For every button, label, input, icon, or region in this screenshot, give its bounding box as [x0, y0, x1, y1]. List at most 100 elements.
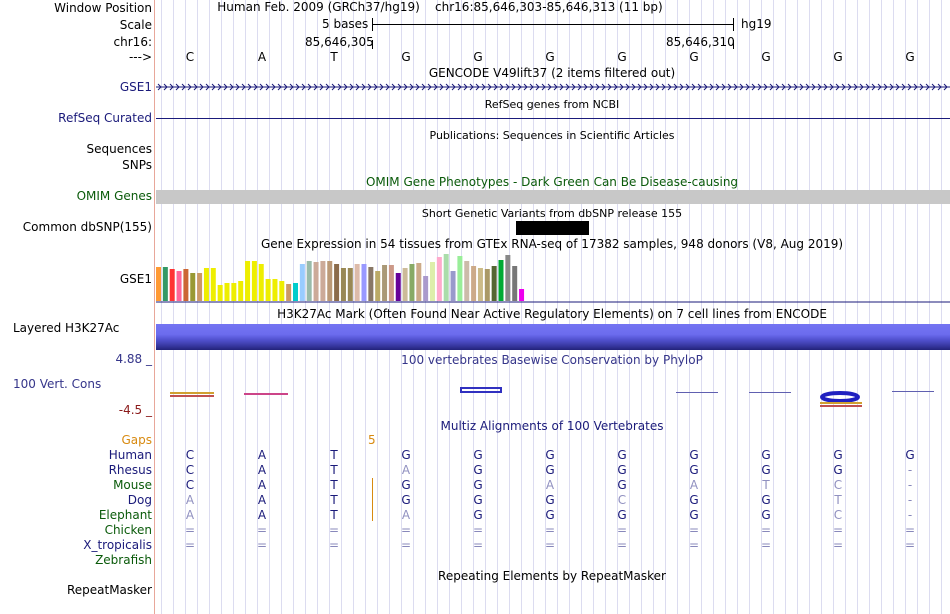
- strand-chevron: [205, 83, 210, 91]
- gtex-tissue-bar[interactable]: [519, 289, 525, 301]
- gtex-tissue-bar[interactable]: [313, 262, 319, 301]
- gtex-tissue-bar[interactable]: [347, 268, 353, 301]
- vert-cons-label[interactable]: 100 Vert. Cons: [13, 377, 102, 391]
- gtex-tissue-bar[interactable]: [388, 265, 394, 301]
- gtex-tissue-bar[interactable]: [477, 268, 483, 301]
- gtex-tissue-bar[interactable]: [354, 264, 360, 301]
- gtex-tissue-bar[interactable]: [484, 269, 490, 301]
- common-dbsnp-label[interactable]: Common dbSNP(155): [22, 220, 152, 234]
- gtex-tissue-bar[interactable]: [231, 283, 237, 301]
- strand-chevron: [247, 83, 252, 91]
- gaps-label: Gaps: [121, 433, 152, 447]
- gtex-tissue-bar[interactable]: [183, 269, 189, 301]
- gtex-tissue-bar[interactable]: [512, 266, 518, 301]
- gse1-gencode-label[interactable]: GSE1: [119, 80, 152, 94]
- gtex-tissue-bar[interactable]: [258, 264, 264, 301]
- gtex-tissue-bar[interactable]: [245, 261, 251, 301]
- gtex-tissue-bar[interactable]: [436, 257, 442, 301]
- aligned-base: G: [761, 493, 771, 507]
- gtex-tissue-bar[interactable]: [395, 273, 401, 301]
- gtex-tissue-bar[interactable]: [306, 261, 312, 301]
- sequences-label[interactable]: Sequences: [86, 142, 152, 156]
- gtex-tissue-bar[interactable]: [286, 284, 292, 301]
- strand-arrow-label: --->: [128, 50, 152, 64]
- repeatmasker-label[interactable]: RepeatMasker: [66, 583, 152, 597]
- gtex-tissue-bar[interactable]: [430, 262, 435, 301]
- gtex-tissue-bar[interactable]: [457, 256, 463, 301]
- strand-chevron: [643, 83, 648, 91]
- gtex-tissue-bar[interactable]: [169, 269, 175, 301]
- strand-chevron: [517, 83, 522, 91]
- layered-h3k27ac-label[interactable]: Layered H3K27Ac: [13, 321, 120, 335]
- gtex-tissue-bar[interactable]: [224, 283, 230, 301]
- dbsnp-variant-block[interactable]: [516, 221, 589, 235]
- strand-chevron: [307, 83, 312, 91]
- grid-line: [857, 0, 858, 614]
- gtex-tissue-bar[interactable]: [416, 263, 422, 301]
- h3k27ac-signal[interactable]: [156, 324, 950, 350]
- strand-chevron: [811, 83, 816, 91]
- gtex-tissue-bar[interactable]: [197, 273, 203, 301]
- publications-track-title: Publications: Sequences in Scientific Ar…: [429, 129, 675, 142]
- strand-chevron: [193, 83, 198, 91]
- gtex-tissue-bar[interactable]: [203, 268, 209, 301]
- gtex-tissue-bar[interactable]: [299, 264, 305, 301]
- gtex-tissue-bar[interactable]: [156, 267, 161, 301]
- gtex-tissue-bar[interactable]: [423, 276, 429, 301]
- strand-chevron: [169, 83, 174, 91]
- gtex-tissue-bar[interactable]: [402, 268, 408, 301]
- gtex-tissue-bar[interactable]: [491, 266, 497, 301]
- gtex-tissue-bar[interactable]: [162, 267, 168, 301]
- gtex-tissue-bar[interactable]: [464, 261, 470, 301]
- gtex-tissue-bar[interactable]: [382, 265, 388, 301]
- gtex-tissue-bar[interactable]: [176, 271, 182, 301]
- ref-base: G: [617, 50, 627, 64]
- gtex-tissue-bar[interactable]: [334, 264, 340, 301]
- gtex-tissue-bar[interactable]: [217, 285, 223, 301]
- gtex-tissue-bar[interactable]: [251, 261, 257, 301]
- gtex-tissue-bar[interactable]: [368, 267, 374, 301]
- gtex-expression-chart[interactable]: [156, 252, 950, 304]
- refseq-gene-line[interactable]: [156, 118, 950, 119]
- gtex-tissue-bar[interactable]: [190, 273, 196, 301]
- gtex-tissue-bar[interactable]: [293, 283, 298, 301]
- gtex-tissue-bar[interactable]: [272, 279, 278, 301]
- gtex-tissue-bar[interactable]: [498, 260, 504, 301]
- strand-chevron: [667, 83, 672, 91]
- refseq-curated-label[interactable]: RefSeq Curated: [58, 111, 152, 125]
- strand-chevron: [913, 83, 918, 91]
- gtex-tissue-bar[interactable]: [375, 271, 381, 301]
- grid-line: [521, 0, 522, 614]
- gtex-tissue-bar[interactable]: [327, 261, 333, 301]
- gtex-tissue-bar[interactable]: [471, 266, 477, 301]
- gtex-tissue-bar[interactable]: [409, 264, 415, 301]
- aligned-base: G: [617, 508, 627, 522]
- aligned-base: C: [833, 478, 843, 492]
- omim-phenotype-bar[interactable]: [156, 190, 950, 204]
- aligned-base: G: [617, 478, 627, 492]
- gtex-tissue-bar[interactable]: [340, 268, 346, 301]
- gse1-gene-model[interactable]: [156, 82, 950, 92]
- gtex-tissue-bar[interactable]: [450, 271, 456, 301]
- gtex-tissue-bar[interactable]: [210, 268, 216, 301]
- gtex-tissue-bar[interactable]: [320, 261, 326, 301]
- gap-count: 5: [368, 433, 376, 447]
- aligned-base: G: [401, 448, 411, 462]
- phylop-signal[interactable]: [156, 380, 950, 410]
- gtex-tissue-bar[interactable]: [279, 281, 285, 301]
- strand-chevron: [235, 83, 240, 91]
- gtex-tissue-bar[interactable]: [361, 264, 367, 301]
- refseq-track-title: RefSeq genes from NCBI: [484, 98, 620, 111]
- strand-chevron: [637, 83, 642, 91]
- gtex-tissue-bar[interactable]: [265, 279, 271, 301]
- species-label-elephant: Elephant: [98, 508, 152, 522]
- grid-line: [905, 0, 906, 614]
- gtex-tissue-bar[interactable]: [505, 255, 511, 301]
- gtex-tissue-bar[interactable]: [238, 281, 244, 301]
- grid-line: [917, 0, 918, 614]
- gtex-tissue-bar[interactable]: [443, 254, 449, 301]
- snps-label[interactable]: SNPs: [122, 158, 152, 172]
- omim-genes-label[interactable]: OMIM Genes: [76, 189, 152, 203]
- gse1-gtex-label[interactable]: GSE1: [119, 272, 152, 286]
- aligned-base: G: [473, 448, 483, 462]
